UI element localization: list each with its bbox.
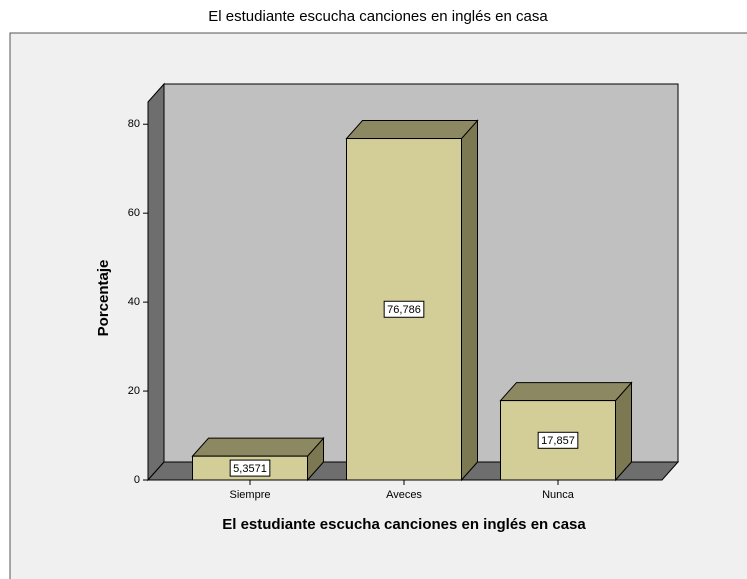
x-tick-label: Siempre [230,489,271,501]
x-tick-label: Nunca [542,489,575,501]
x-axis-title: El estudiante escucha canciones en inglé… [222,516,586,533]
left-wall [147,82,165,482]
bar-top [499,382,633,402]
x-tick-label: Aveces [386,489,422,501]
bar-side [461,119,478,482]
value-label: 5,3571 [233,463,267,475]
y-tick-label: 60 [128,207,140,219]
bar-top [191,437,325,457]
y-tick-label: 20 [128,385,140,397]
value-label-box [229,459,271,477]
value-label-box [383,300,425,318]
value-label-box [537,431,579,449]
value-label: 17,857 [541,435,575,447]
y-tick-label: 40 [128,296,140,308]
y-tick-label: 0 [134,474,140,486]
y-tick-label: 80 [128,118,140,130]
chart-title: El estudiante escucha canciones en inglé… [208,8,548,25]
bar-top [345,120,479,140]
y-axis-title: Porcentaje [95,260,112,337]
value-label: 76,786 [387,304,421,316]
